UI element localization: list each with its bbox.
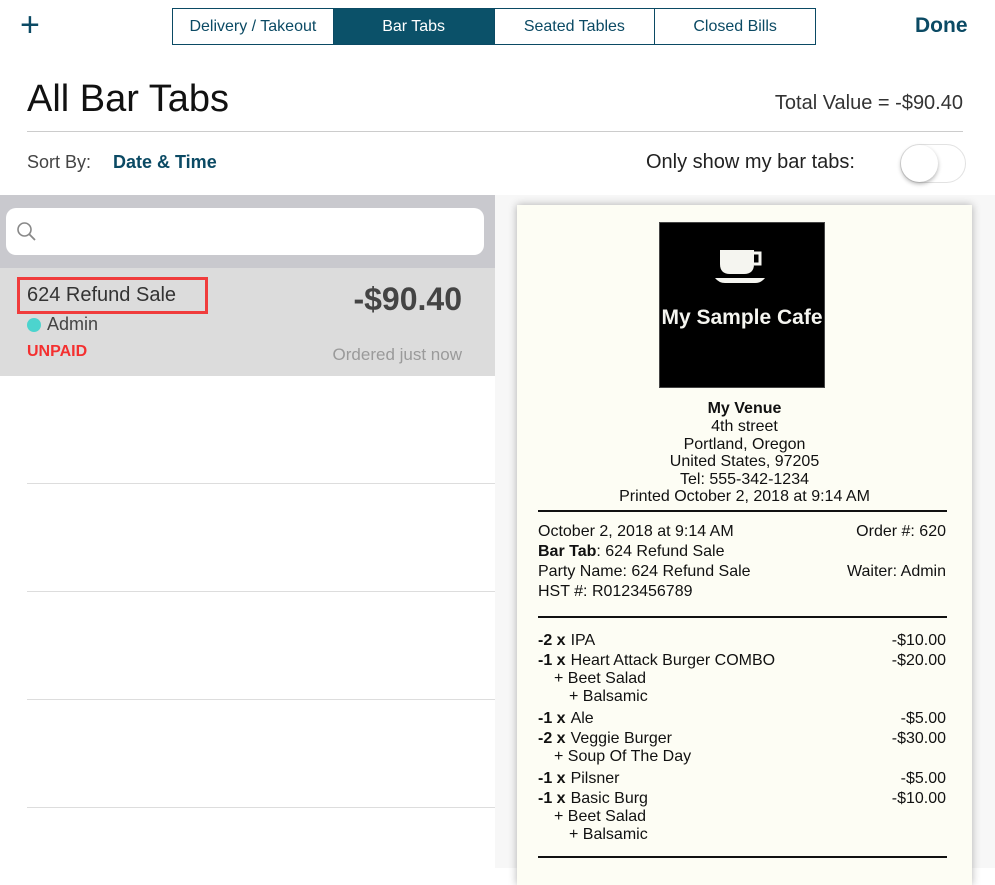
hst-number: HST #: R0123456789 xyxy=(538,583,693,600)
receipt-item: -2 x Veggie Burger xyxy=(538,730,672,748)
list-item[interactable]: 624 Refund Sale Admin UNPAID -$90.40 Ord… xyxy=(0,268,495,376)
item-price: -$10.00 xyxy=(891,632,946,649)
receipt-item: -1 x Pilsner xyxy=(538,770,619,788)
tab-seated-tables[interactable]: Seated Tables xyxy=(495,9,656,44)
status-badge: UNPAID xyxy=(27,343,88,360)
add-button[interactable]: + xyxy=(20,6,40,44)
tab-closed-bills[interactable]: Closed Bills xyxy=(693,17,777,35)
toggle-knob xyxy=(901,145,938,182)
party-name: Party Name: 624 Refund Sale xyxy=(538,563,751,580)
item-name: Veggie Burger xyxy=(570,730,672,747)
item-qty: -1 x xyxy=(538,790,566,807)
total-value: Total Value = -$90.40 xyxy=(774,92,963,114)
search-icon xyxy=(17,222,36,241)
divider xyxy=(27,807,495,808)
tab-amount: -$90.40 xyxy=(353,281,462,317)
only-mine-toggle[interactable] xyxy=(900,144,966,183)
item-modifier: + Balsamic xyxy=(569,688,648,705)
item-name: Ale xyxy=(570,710,594,727)
printed-date: Printed October 2, 2018 at 9:14 AM xyxy=(619,488,870,505)
item-name: IPA xyxy=(570,632,596,649)
page-title: All Bar Tabs xyxy=(27,78,230,120)
receipt-item: -1 x Heart Attack Burger COMBO xyxy=(538,652,775,670)
divider xyxy=(538,616,947,618)
item-qty: -2 x xyxy=(538,730,566,747)
waiter: Waiter: Admin xyxy=(847,563,946,580)
bar-tab-value: : 624 Refund Sale xyxy=(596,543,725,560)
receipt-item: -2 x IPA xyxy=(538,632,595,650)
segmented-control: Delivery / Takeout Bar Tabs Seated Table… xyxy=(172,8,816,45)
item-price: -$5.00 xyxy=(900,770,946,787)
item-price: -$5.00 xyxy=(900,710,946,727)
address-line: United States, 97205 xyxy=(669,453,820,470)
divider xyxy=(27,131,963,132)
item-name: Pilsner xyxy=(570,770,620,787)
sort-label: Sort By: xyxy=(27,152,92,172)
item-qty: -2 x xyxy=(538,632,566,649)
item-price: -$20.00 xyxy=(891,652,946,669)
item-name: Basic Burg xyxy=(570,790,648,807)
divider xyxy=(27,483,495,484)
item-modifier: + Beet Salad xyxy=(554,670,647,687)
item-price: -$30.00 xyxy=(891,730,946,747)
divider xyxy=(538,510,947,512)
divider xyxy=(27,699,495,700)
divider xyxy=(538,856,947,858)
tab-name: 624 Refund Sale xyxy=(17,277,208,314)
order-date: October 2, 2018 at 9:14 AM xyxy=(538,523,734,540)
item-qty: -1 x xyxy=(538,770,566,787)
ordered-time: Ordered just now xyxy=(332,345,462,364)
waiter-color-dot xyxy=(27,318,41,332)
logo-text: My Sample Cafe xyxy=(661,306,823,329)
item-modifier: + Soup Of The Day xyxy=(554,748,692,765)
order-number: Order #: 620 xyxy=(856,523,946,540)
item-name: Heart Attack Burger COMBO xyxy=(570,652,776,669)
sort-selector[interactable]: Date & Time xyxy=(113,152,217,172)
bar-tab-list: 624 Refund Sale Admin UNPAID -$90.40 Ord… xyxy=(0,195,495,868)
receipt-item: -1 x Ale xyxy=(538,710,594,728)
bar-tab-label: Bar Tab xyxy=(538,543,597,560)
tab-delivery-takeout[interactable]: Delivery / Takeout xyxy=(173,9,334,44)
item-modifier: + Balsamic xyxy=(569,826,648,843)
logo: My Sample Cafe xyxy=(659,222,825,388)
coffee-cup-icon xyxy=(715,250,765,283)
waiter-name: Admin xyxy=(47,314,99,334)
receipt-preview-pane: My Sample Cafe My Venue 4th street Portl… xyxy=(495,195,995,885)
tab-bar-tabs[interactable]: Bar Tabs xyxy=(333,9,495,44)
search-bar xyxy=(0,195,495,268)
divider xyxy=(27,591,495,592)
done-button[interactable]: Done xyxy=(915,14,968,37)
only-mine-label: Only show my bar tabs: xyxy=(646,151,855,173)
search-input[interactable] xyxy=(6,208,484,255)
address-line: Portland, Oregon xyxy=(683,435,806,453)
item-qty: -1 x xyxy=(538,652,566,669)
receipt-item: -1 x Basic Burg xyxy=(538,790,648,808)
item-qty: -1 x xyxy=(538,710,566,727)
item-price: -$10.00 xyxy=(891,790,946,807)
bar-tab-line: Bar Tab: 624 Refund Sale xyxy=(538,543,724,561)
address-line: 4th street xyxy=(711,418,778,435)
venue-name: My Venue xyxy=(707,400,782,417)
item-modifier: + Beet Salad xyxy=(554,808,647,825)
receipt: My Sample Cafe My Venue 4th street Portl… xyxy=(517,205,972,885)
phone: Tel: 555-342-1234 xyxy=(680,470,809,488)
